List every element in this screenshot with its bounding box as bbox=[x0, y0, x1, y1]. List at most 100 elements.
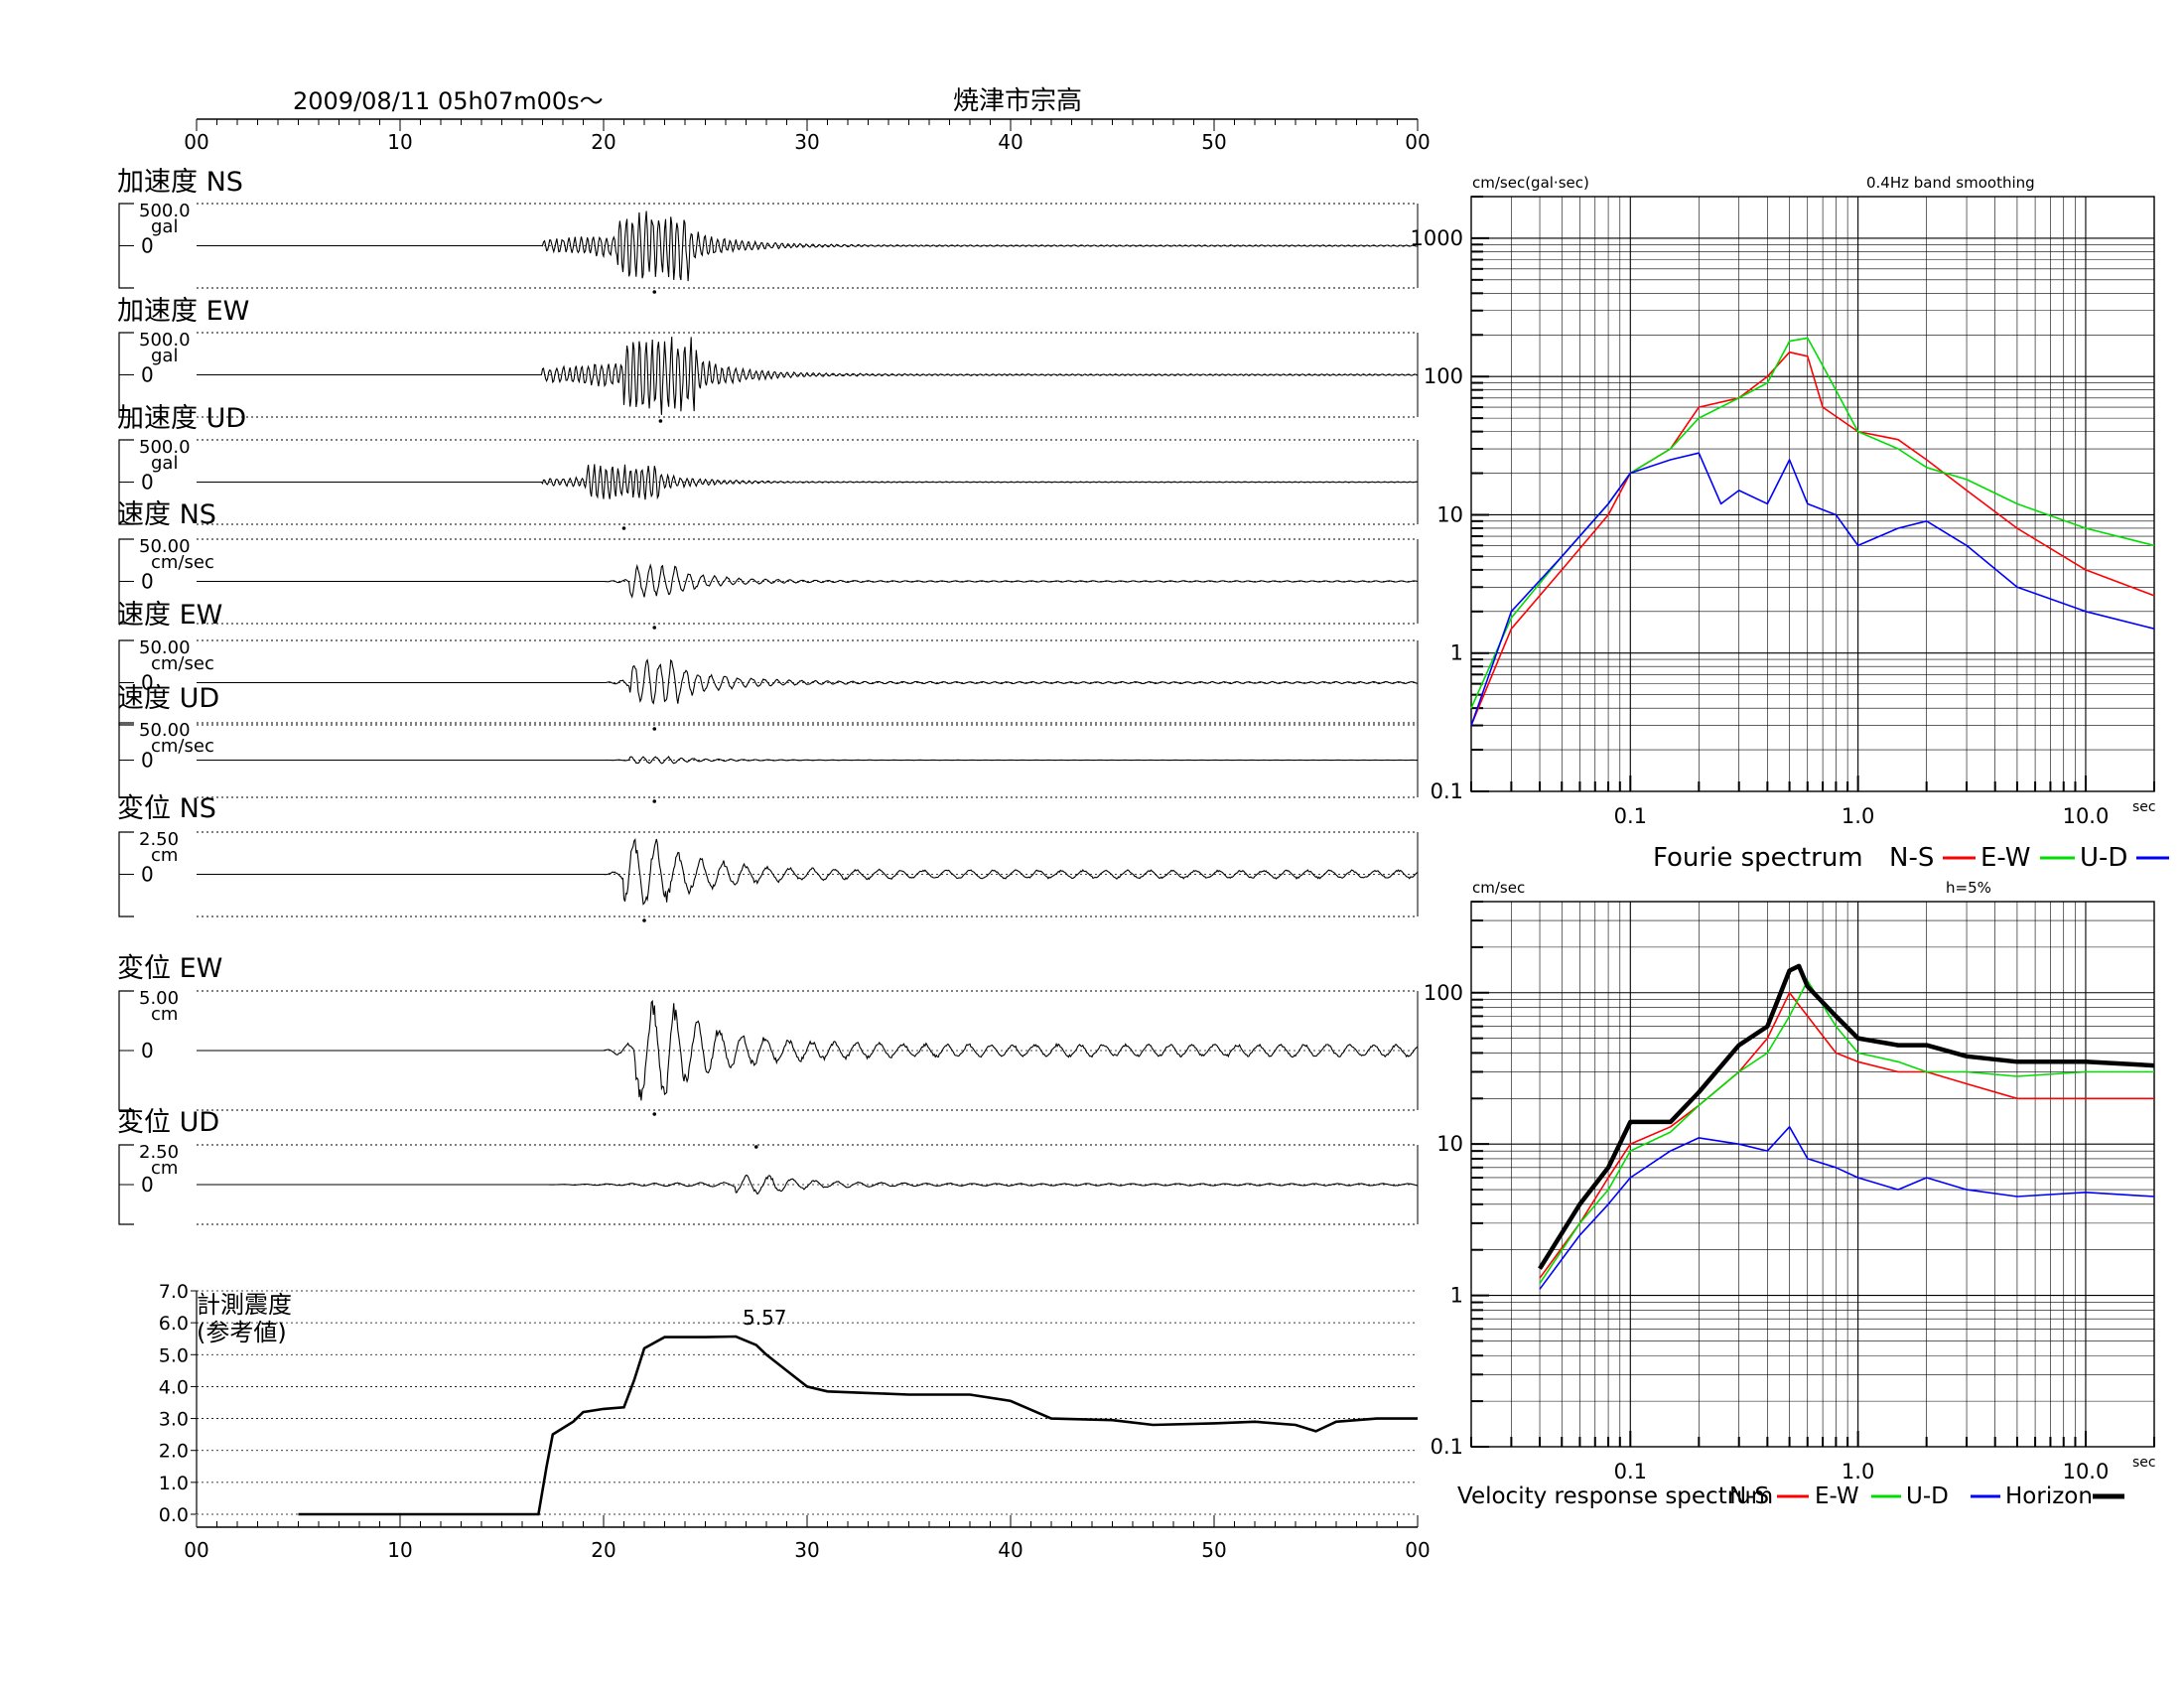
waveform-label: 速度 UD bbox=[117, 683, 219, 714]
waveform-trace bbox=[197, 337, 1418, 415]
vlegend-ew-label: E-W bbox=[1815, 1483, 1859, 1509]
fourier-y-label: 100 bbox=[1424, 364, 1463, 388]
intensity-panel: 計測震度 (参考値) 5.57 0.01.02.03.04.05.06.07.0… bbox=[159, 1281, 1431, 1562]
vlegend-ns-label: N-S bbox=[1729, 1483, 1769, 1509]
velocity-response-chart: cm/sec h=5% sec Velocity response spectr… bbox=[1424, 879, 2156, 1509]
waveform-zero-label: 0 bbox=[141, 234, 154, 258]
fourier-ylabel: cm/sec(gal·sec) bbox=[1472, 174, 1589, 192]
waveform-trace bbox=[197, 757, 1418, 764]
waveform-unit: cm bbox=[151, 845, 178, 866]
fourier-x-label: 1.0 bbox=[1842, 804, 1874, 828]
velresp-x-label: 1.0 bbox=[1842, 1460, 1874, 1483]
waveform-zero-label: 0 bbox=[141, 570, 154, 594]
waveform-peak-marker bbox=[652, 799, 656, 803]
intensity-y-label: 4.0 bbox=[159, 1376, 189, 1398]
waveform-unit: cm bbox=[151, 1004, 178, 1025]
fourier-x-label: 0.1 bbox=[1614, 804, 1647, 828]
top-axis-label: 10 bbox=[387, 130, 412, 154]
intensity-peak-label: 5.57 bbox=[743, 1306, 787, 1330]
fourier-y-label: 10 bbox=[1436, 502, 1463, 526]
fourier-y-label: 1 bbox=[1450, 641, 1463, 665]
intensity-y-label: 0.0 bbox=[159, 1504, 189, 1526]
fourier-frame bbox=[1471, 197, 2154, 791]
intensity-y-label: 3.0 bbox=[159, 1409, 189, 1431]
fourier-legend: Fourie spectrum N-S E-W U-D bbox=[1653, 843, 2169, 873]
fourier-xlabel: sec bbox=[2132, 799, 2156, 815]
intensity-x-label: 50 bbox=[1201, 1538, 1226, 1562]
waveform-unit: cm/sec bbox=[151, 552, 214, 573]
velresp-frame bbox=[1471, 902, 2154, 1447]
waveform-trace bbox=[197, 839, 1418, 905]
velresp-x-label: 0.1 bbox=[1614, 1460, 1647, 1483]
vlegend-ud-label: U-D bbox=[1906, 1483, 1949, 1509]
waveform-zero-label: 0 bbox=[141, 471, 154, 494]
intensity-x-label: 00 bbox=[184, 1538, 208, 1562]
waveform-label: 変位 UD bbox=[117, 1107, 219, 1138]
velresp-y-label: 100 bbox=[1424, 981, 1463, 1005]
fourier-legend-title: Fourie spectrum bbox=[1653, 843, 1863, 873]
waveform-label: 加速度 NS bbox=[117, 167, 243, 198]
waveform-peak-marker bbox=[652, 1112, 656, 1116]
header: 2009/08/11 05h07m00s〜 焼津市宗高 bbox=[293, 86, 1082, 116]
waveform-label: 変位 NS bbox=[117, 793, 216, 824]
top-axis-label: 00 bbox=[184, 130, 208, 154]
fourier-series-ud bbox=[1471, 453, 2154, 725]
velresp-series-ns bbox=[1540, 993, 2154, 1278]
waveform-unit: gal bbox=[151, 216, 178, 237]
top-axis-label: 30 bbox=[794, 130, 819, 154]
intensity-y-label: 2.0 bbox=[159, 1441, 189, 1463]
fourier-spectrum-chart: cm/sec(gal·sec) 0.4Hz band smoothing sec… bbox=[1411, 174, 2169, 873]
waveform-zero-label: 0 bbox=[141, 1039, 154, 1062]
waveform-unit: cm/sec bbox=[151, 736, 214, 757]
waveform-zero-label: 0 bbox=[141, 749, 154, 773]
waveform-label: 速度 NS bbox=[117, 499, 216, 530]
waveform-peak-marker bbox=[754, 1145, 758, 1149]
waveform-label: 加速度 EW bbox=[117, 296, 249, 327]
vlegend-horizon-label: Horizon bbox=[2005, 1483, 2093, 1509]
waveform-peak-marker bbox=[622, 526, 626, 530]
waveform-label: 変位 EW bbox=[117, 953, 222, 984]
recording-datetime: 2009/08/11 05h07m00s〜 bbox=[293, 87, 604, 115]
intensity-y-label: 7.0 bbox=[159, 1281, 189, 1303]
velresp-xlabel: sec bbox=[2132, 1455, 2156, 1471]
velresp-y-label: 1 bbox=[1450, 1284, 1463, 1308]
intensity-x-label: 00 bbox=[1405, 1538, 1430, 1562]
velresp-ylabel: cm/sec bbox=[1472, 879, 1525, 897]
waveform-peak-marker bbox=[642, 918, 646, 922]
legend-ew-label: E-W bbox=[1980, 843, 2030, 873]
waveform-unit: gal bbox=[151, 346, 178, 366]
legend-ud-label: U-D bbox=[2080, 843, 2127, 873]
velresp-legend-title: Velocity response spectrum bbox=[1457, 1483, 1773, 1509]
intensity-y-label: 5.0 bbox=[159, 1344, 189, 1366]
velresp-y-label: 10 bbox=[1436, 1132, 1463, 1156]
fourier-x-label: 10.0 bbox=[2063, 804, 2110, 828]
intensity-label: 計測震度 bbox=[197, 1291, 292, 1319]
velresp-y-label: 0.1 bbox=[1431, 1435, 1463, 1459]
waveform-peak-marker bbox=[659, 419, 663, 423]
waveform-label: 速度 EW bbox=[117, 600, 222, 631]
intensity-y-label: 6.0 bbox=[159, 1313, 189, 1335]
waveform-zero-label: 0 bbox=[141, 863, 154, 887]
top-axis-label: 00 bbox=[1405, 130, 1430, 154]
waveform-unit: gal bbox=[151, 453, 178, 474]
waveform-trace bbox=[197, 464, 1418, 499]
intensity-x-label: 20 bbox=[591, 1538, 615, 1562]
waveform-label: 加速度 UD bbox=[117, 403, 246, 434]
velresp-title: h=5% bbox=[1946, 879, 1991, 897]
top-axis-label: 20 bbox=[591, 130, 615, 154]
waveform-zero-label: 0 bbox=[141, 363, 154, 387]
station-name: 焼津市宗高 bbox=[953, 86, 1082, 116]
fourier-y-label: 0.1 bbox=[1431, 779, 1463, 803]
waveform-trace bbox=[197, 660, 1418, 704]
